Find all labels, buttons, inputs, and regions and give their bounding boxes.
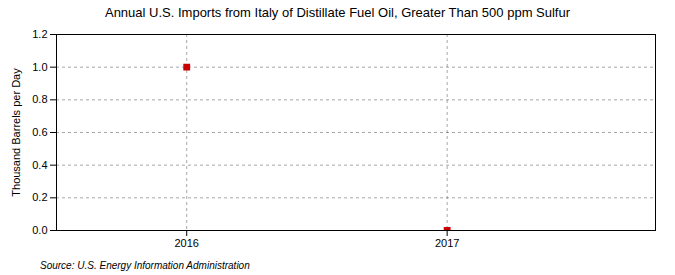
svg-text:2016: 2016 xyxy=(174,237,198,249)
svg-text:1.2: 1.2 xyxy=(32,28,47,40)
html-text:Source: U.S. Energy Informatio: Source: U.S. Energy Information Administ… xyxy=(40,260,250,271)
svg-text:Thousand Barrels per Day: Thousand Barrels per Day xyxy=(10,68,22,197)
svg-text:2017: 2017 xyxy=(435,237,459,249)
svg-text:0.8: 0.8 xyxy=(32,93,47,105)
svg-text:0.2: 0.2 xyxy=(32,191,47,203)
svg-text:0.6: 0.6 xyxy=(32,126,47,138)
svg-text:1.0: 1.0 xyxy=(32,61,47,73)
html-text:Annual U.S. Imports from Italy: Annual U.S. Imports from Italy of Distil… xyxy=(105,5,570,20)
svg-text:0.4: 0.4 xyxy=(32,159,47,171)
svg-text:0.0: 0.0 xyxy=(32,224,47,236)
